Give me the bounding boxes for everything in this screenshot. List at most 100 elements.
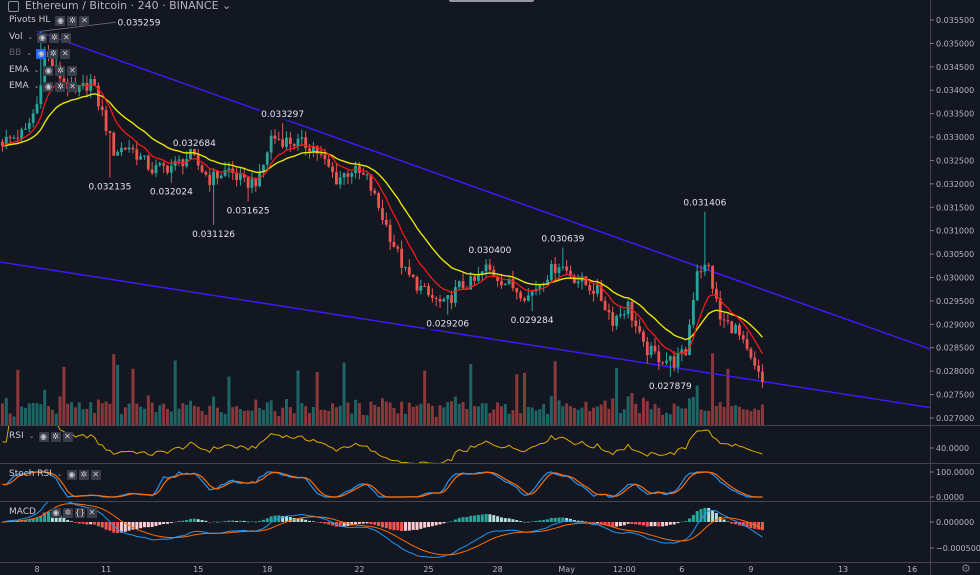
indicator-stoch-rsi[interactable]: Stoch RSI ⌄ ◉ ✲ ✕ — [9, 469, 101, 480]
time-axis[interactable]: 8 11 15 18 22 25 28 May 12:00 6 9 13 16 — [34, 565, 917, 574]
macd-histogram-bar — [569, 518, 573, 522]
eye-icon[interactable]: ◉ — [66, 469, 77, 480]
indicator-macd[interactable]: MACD ⌄ ◉ ✲{} ✕ — [9, 507, 97, 518]
indicator-bb[interactable]: BB ⌄ ◉ ✲ ✕ — [9, 48, 71, 59]
chevron-down-icon[interactable]: ⌄ — [26, 49, 33, 57]
candle — [216, 171, 219, 179]
gear-icon[interactable]: ✲ — [48, 48, 59, 59]
eye-icon[interactable]: ◉ — [43, 81, 54, 92]
candle — [477, 274, 480, 281]
gear-icon[interactable]: ✲ — [49, 32, 60, 43]
candle — [189, 148, 192, 160]
macd-histogram-bar — [43, 512, 47, 522]
close-icon[interactable]: ✕ — [67, 81, 78, 92]
eye-icon[interactable]: ◉ — [38, 431, 49, 442]
volume-bar — [411, 407, 415, 425]
eye-icon[interactable]: ◉ — [37, 32, 48, 43]
macd-histogram-bar — [476, 514, 480, 522]
macd-histogram-bar — [27, 519, 31, 522]
macd-histogram-bar — [549, 517, 553, 522]
time-tick-label: May — [558, 565, 575, 574]
gear-icon[interactable]: ✲ — [55, 81, 66, 92]
volume-bar — [688, 398, 692, 425]
macd-histogram-bar — [615, 522, 619, 527]
indicator-ema-1[interactable]: EMA ⌄ ◉ ✲ ✕ — [9, 65, 78, 76]
candle — [453, 287, 457, 303]
volume-bar — [35, 403, 39, 425]
candle — [162, 163, 166, 166]
rsi-line — [2, 426, 763, 463]
candle — [457, 281, 461, 288]
time-tick-label: 22 — [354, 565, 364, 574]
candle — [139, 156, 143, 160]
macd-histogram-bar — [388, 522, 392, 530]
volume-bar — [496, 402, 500, 425]
close-icon[interactable]: ✕ — [62, 431, 73, 442]
indicator-rsi[interactable]: RSI ⌄ ◉ ✲ ✕ — [9, 431, 73, 442]
macd-histogram-bar — [668, 522, 672, 525]
macd-histogram-bar — [745, 522, 749, 528]
candle — [384, 219, 388, 225]
eye-icon[interactable]: ◉ — [43, 65, 54, 76]
indicator-pivots[interactable]: Pivots HL ◉ ✲ ✕ — [9, 15, 90, 26]
candle — [599, 284, 603, 301]
candle — [415, 276, 419, 291]
chevron-down-icon[interactable]: ⌄ — [27, 33, 34, 41]
indicator-ema-2[interactable]: EMA ⌄ ◉ ✲ ✕ — [9, 81, 78, 92]
candle — [519, 292, 523, 299]
volume-bar — [488, 413, 492, 425]
price-tick-label: 0.034500 — [936, 63, 974, 72]
volume-bar — [208, 405, 212, 425]
price-axis[interactable]: 0.035500 0.035000 0.034500 0.034000 0.033500… — [930, 16, 974, 423]
symbol-title[interactable]: Ethereum / Bitcoin · 240 · BINANCE ⌄ — [8, 0, 231, 12]
gear-icon[interactable]: ✲ — [78, 469, 89, 480]
volume-bar — [50, 409, 54, 425]
volume-bar — [384, 401, 388, 425]
candle — [630, 301, 634, 321]
macd-histogram-bar — [331, 522, 335, 526]
macd-histogram-bar — [70, 521, 74, 522]
candle — [714, 288, 718, 299]
close-icon[interactable]: ✕ — [61, 32, 72, 43]
close-icon[interactable]: ✕ — [79, 15, 90, 26]
eye-icon[interactable]: ◉ — [50, 507, 61, 518]
candle — [319, 153, 323, 155]
volume-bar — [73, 407, 77, 425]
volume-bar — [542, 404, 546, 425]
chevron-down-icon[interactable]: ⌄ — [28, 432, 35, 440]
candle — [619, 314, 622, 316]
macd-histogram-bar — [154, 522, 158, 526]
settings-gear-icon[interactable]: ⚙ — [961, 562, 971, 575]
trendlines[interactable] — [0, 30, 930, 409]
candle — [753, 357, 757, 366]
chevron-down-icon[interactable]: ⌄ — [40, 508, 47, 516]
chevron-down-icon[interactable]: ⌄ — [33, 66, 40, 74]
collapse-icon[interactable] — [8, 0, 19, 12]
gear-icon[interactable]: ✲ — [55, 65, 66, 76]
top-handle[interactable] — [449, 0, 534, 2]
macd-histogram-bar — [261, 519, 265, 522]
close-icon[interactable]: ✕ — [67, 65, 78, 76]
gear-icon[interactable]: ✲ — [62, 507, 73, 518]
close-icon[interactable]: ✕ — [90, 469, 101, 480]
indicator-axes: 40.0000 100.0000 0.0000 0.000000 −0.000500 — [930, 444, 980, 553]
chevron-down-icon[interactable]: ⌄ — [222, 0, 232, 12]
chevron-down-icon[interactable]: ⌄ — [56, 470, 63, 478]
indicator-vol[interactable]: Vol ⌄ ◉ ✲ ✕ — [9, 32, 72, 43]
volume-bar — [396, 413, 400, 425]
candle — [396, 246, 400, 249]
candle — [611, 312, 615, 326]
gear-icon[interactable]: ✲ — [50, 431, 61, 442]
chevron-down-icon[interactable]: ⌄ — [33, 82, 40, 90]
eye-icon[interactable]: ◉ — [55, 15, 66, 26]
volume-bar — [0, 403, 4, 425]
code-icon[interactable]: {} — [74, 507, 86, 518]
close-icon[interactable]: ✕ — [86, 507, 97, 518]
volume-bar — [219, 412, 223, 425]
close-icon[interactable]: ✕ — [60, 48, 71, 59]
volume-bar — [707, 410, 711, 425]
candle — [741, 335, 745, 340]
eye-off-icon[interactable]: ◉ — [36, 48, 47, 59]
gear-icon[interactable]: ✲ — [67, 15, 78, 26]
